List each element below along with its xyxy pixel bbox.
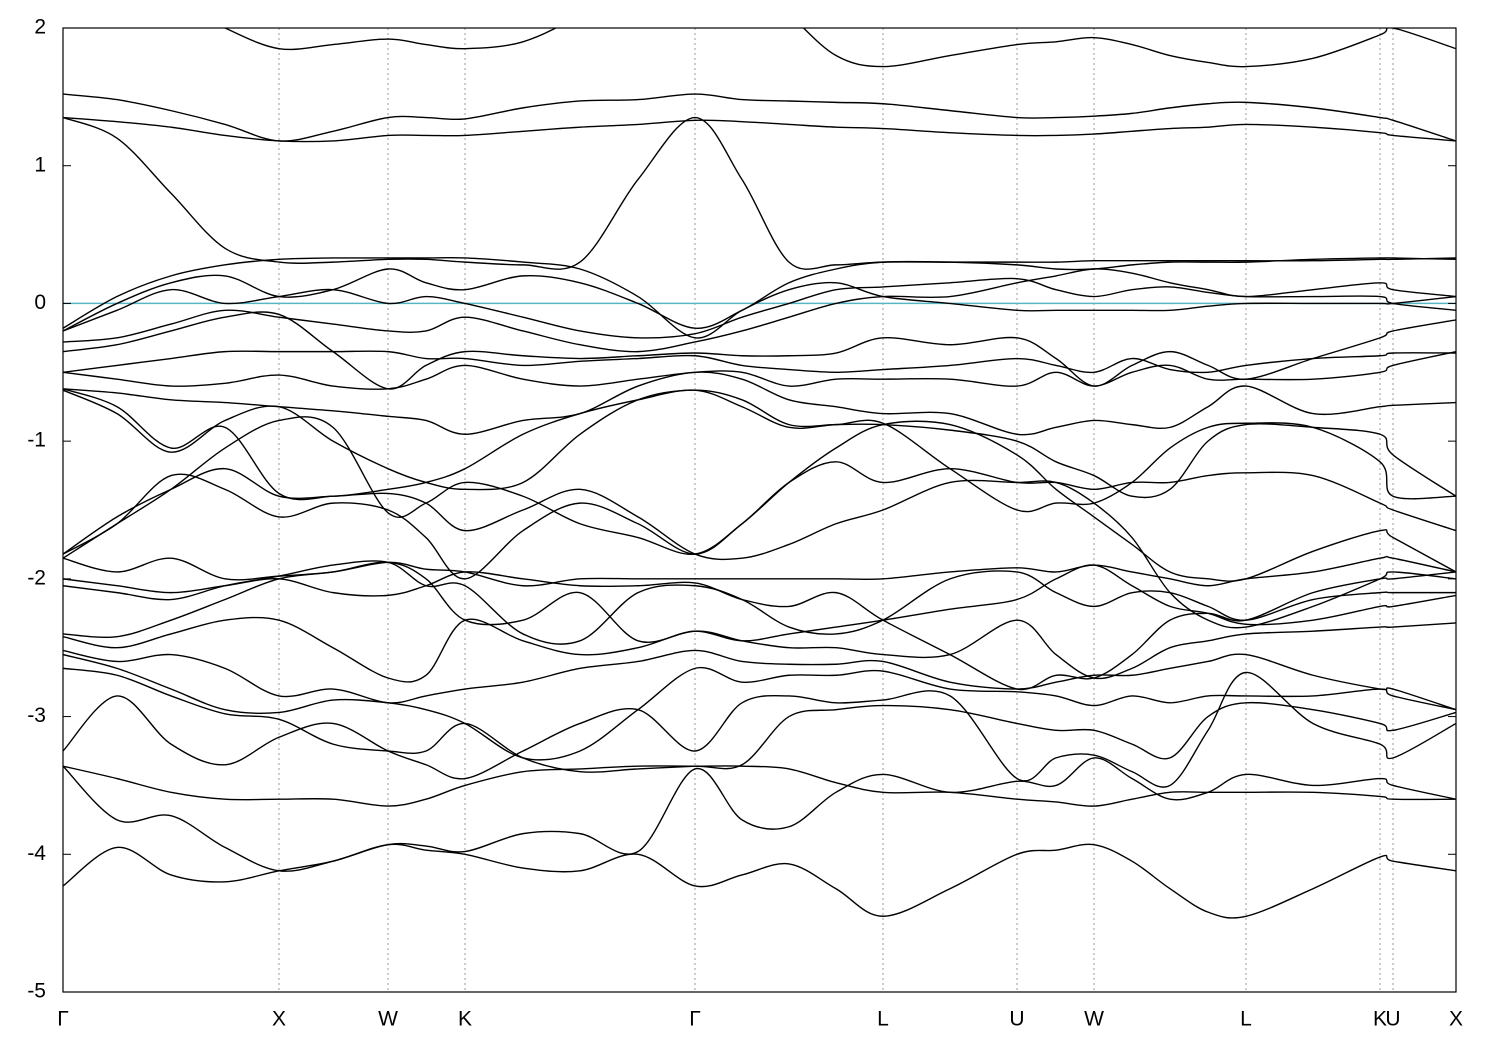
band — [63, 93, 1456, 142]
band — [63, 649, 1456, 711]
y-tick-label: -2 — [27, 566, 46, 589]
band — [63, 653, 1456, 761]
band — [63, 389, 1456, 513]
band — [223, 28, 1456, 68]
band — [63, 667, 1456, 773]
band — [63, 116, 1456, 270]
x-tick-label: Γ — [57, 1008, 69, 1031]
y-tick-label: -1 — [27, 429, 46, 452]
x-tick-label: U — [1009, 1008, 1024, 1031]
labels: 210-1-2-3-4-5Γ X W K Γ L U W L KU X — [27, 16, 1463, 1031]
band — [63, 560, 1456, 645]
band — [63, 555, 1456, 587]
band — [63, 388, 1456, 501]
band — [63, 416, 1456, 559]
plot-frame — [62, 27, 1457, 993]
band — [63, 765, 1456, 807]
x-tick-label: Γ — [689, 1008, 701, 1031]
x-tick-label: K — [1373, 1008, 1387, 1031]
band — [63, 257, 1456, 332]
x-tick-label: K — [458, 1008, 472, 1031]
x-tick-label: U — [1385, 1008, 1400, 1031]
y-tick-label: 1 — [34, 153, 46, 176]
band — [63, 757, 1456, 872]
y-tick-label: 0 — [34, 291, 46, 314]
band — [63, 371, 1456, 436]
x-tick-label: W — [1084, 1008, 1104, 1031]
x-tick-label: W — [378, 1008, 398, 1031]
y-tick-label: -5 — [27, 980, 46, 1003]
bands — [63, 28, 1456, 919]
y-tick-label: -3 — [27, 704, 46, 727]
band — [63, 277, 1456, 339]
band — [63, 571, 1456, 691]
band — [63, 268, 1456, 353]
x-tick-label: L — [1240, 1008, 1252, 1031]
x-tick-label: X — [272, 1008, 286, 1031]
band — [63, 116, 1456, 143]
band — [63, 350, 1456, 390]
band — [63, 311, 1456, 390]
y-tick-label: -4 — [27, 842, 46, 865]
band — [63, 256, 1456, 339]
x-tick-label: X — [1449, 1008, 1463, 1031]
band — [63, 843, 1456, 919]
x-tick-label: L — [877, 1008, 889, 1031]
band — [63, 467, 1456, 629]
y-tick-label: 2 — [34, 16, 46, 39]
band — [63, 616, 1456, 683]
band — [63, 350, 1456, 374]
